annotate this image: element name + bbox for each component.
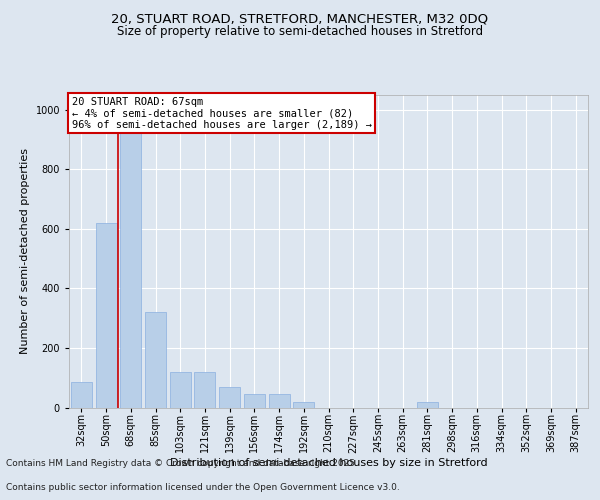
Bar <box>95 223 116 408</box>
Text: 20 STUART ROAD: 67sqm
← 4% of semi-detached houses are smaller (82)
96% of semi-: 20 STUART ROAD: 67sqm ← 4% of semi-detac… <box>71 96 371 130</box>
Bar <box>170 372 191 408</box>
Text: 20, STUART ROAD, STRETFORD, MANCHESTER, M32 0DQ: 20, STUART ROAD, STRETFORD, MANCHESTER, … <box>112 12 488 26</box>
Bar <box>417 402 438 407</box>
Bar <box>71 382 92 407</box>
Text: Contains HM Land Registry data © Crown copyright and database right 2025.: Contains HM Land Registry data © Crown c… <box>6 458 358 468</box>
Bar <box>194 372 215 408</box>
X-axis label: Distribution of semi-detached houses by size in Stretford: Distribution of semi-detached houses by … <box>170 458 487 468</box>
Bar <box>145 312 166 408</box>
Text: Contains public sector information licensed under the Open Government Licence v3: Contains public sector information licen… <box>6 484 400 492</box>
Bar <box>293 402 314 407</box>
Bar <box>219 386 240 407</box>
Bar <box>269 394 290 407</box>
Text: Size of property relative to semi-detached houses in Stretford: Size of property relative to semi-detach… <box>117 25 483 38</box>
Bar <box>120 122 141 408</box>
Bar <box>244 394 265 407</box>
Y-axis label: Number of semi-detached properties: Number of semi-detached properties <box>20 148 30 354</box>
